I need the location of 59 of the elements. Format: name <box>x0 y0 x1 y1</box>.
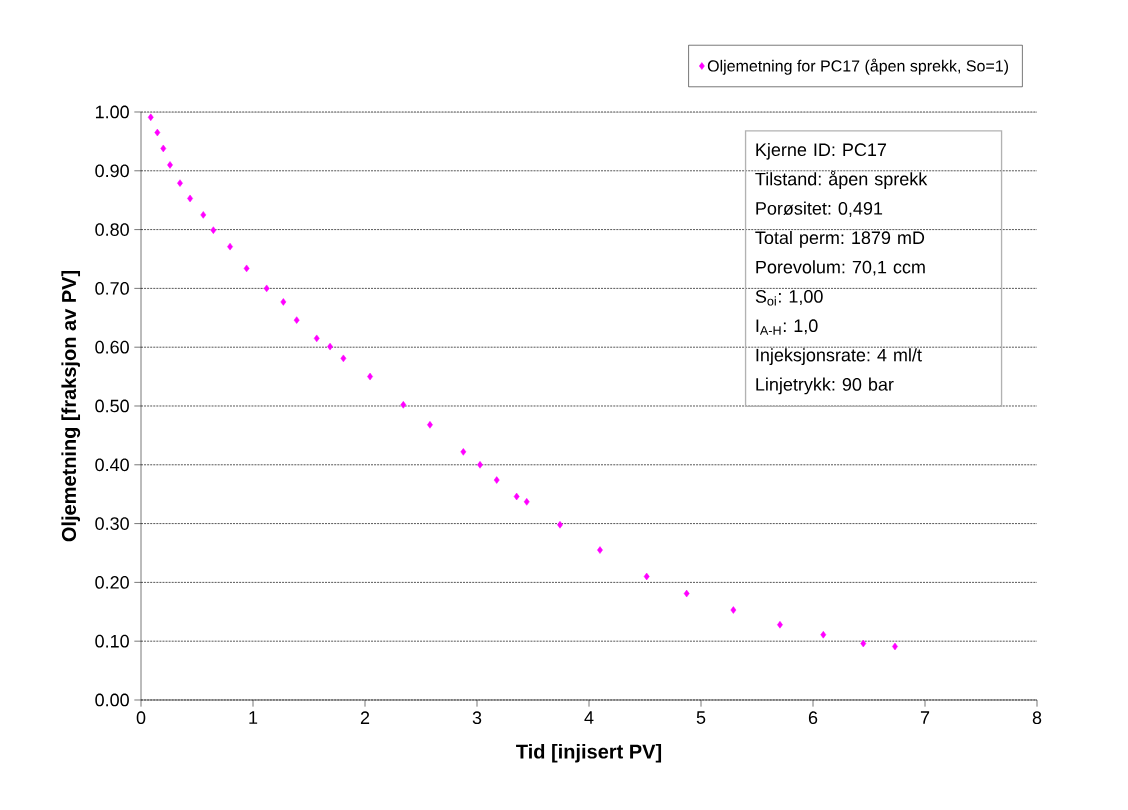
annotation: Tilstand: åpen sprekk <box>755 170 928 190</box>
y-axis-title: Oljemetning [fraksjon av PV] <box>61 270 81 542</box>
x-tick-label: 3 <box>472 711 482 725</box>
annotation: Porevolum: 70,1 ccm <box>756 260 925 276</box>
x-tick-label: 8 <box>1032 711 1042 725</box>
y-tick-label: 0.80 <box>95 223 129 236</box>
y-tick-label: 0.10 <box>95 634 129 648</box>
y-tick-label: 1.00 <box>95 105 129 119</box>
y-tick-label: 0.40 <box>95 458 129 472</box>
y-tick-label: 0.70 <box>95 282 129 295</box>
point <box>154 128 161 137</box>
point <box>597 546 603 554</box>
point <box>263 284 270 293</box>
point <box>210 226 217 234</box>
x-tick-label: 7 <box>920 711 930 724</box>
annotation: S$_{oi}$: 1,00 <box>755 290 823 306</box>
point <box>243 264 250 273</box>
point <box>460 448 467 456</box>
x-tick-label: 5 <box>696 711 706 724</box>
annotation: I$_{A-H}$: 1,0 <box>756 319 818 335</box>
point <box>513 492 520 501</box>
x-tick-label: 1 <box>249 711 258 724</box>
y-tick-label: 0.50 <box>95 399 129 413</box>
point <box>280 298 287 306</box>
point <box>860 639 867 648</box>
point <box>683 589 690 598</box>
x-tick-label: 2 <box>360 711 370 724</box>
point <box>400 401 407 409</box>
x-tick-label: 4 <box>584 711 594 724</box>
annotation: Linjetrykk: 90 bar <box>756 377 894 395</box>
point <box>177 179 183 187</box>
point <box>643 572 650 581</box>
y-tick-label: 0.90 <box>95 164 129 178</box>
y-tick-label: 0.60 <box>95 340 129 354</box>
x-tick-label: 0 <box>136 711 146 725</box>
point <box>557 521 563 529</box>
annotation: Total perm: 1879 mD <box>755 230 925 248</box>
point <box>427 421 433 429</box>
legend-label: Oljemetning for PC17 (åpen sprekk, So=1) <box>707 58 1009 75</box>
y-tick-label: 0.20 <box>95 576 129 589</box>
point <box>313 334 320 343</box>
point <box>147 113 154 122</box>
point <box>493 476 500 484</box>
y-tick-label: 0.30 <box>95 517 129 530</box>
point <box>730 606 737 614</box>
point <box>523 498 530 506</box>
x-tick-label: 6 <box>808 711 818 725</box>
annotation: Injeksjonsrate: 4 ml/t <box>756 348 922 365</box>
point <box>820 630 827 639</box>
point <box>340 354 347 363</box>
point <box>200 211 207 219</box>
annotation: Porøsitet: 0,491 <box>756 201 883 217</box>
annotation: Kjerne ID: PC17 <box>756 142 887 160</box>
point <box>160 144 167 153</box>
y-tick-label: 0.00 <box>95 693 129 707</box>
point <box>167 161 173 169</box>
x-axis-title: Tid [injisert PV] <box>516 743 662 763</box>
point <box>477 461 483 469</box>
point <box>293 316 300 324</box>
